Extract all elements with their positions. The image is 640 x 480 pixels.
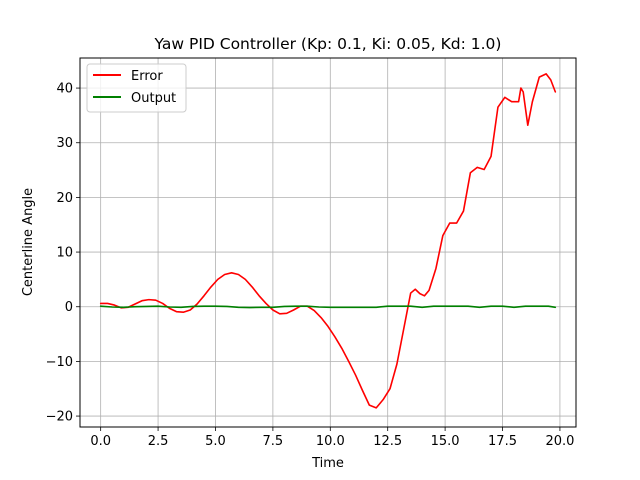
x-tick-label: 7.5 bbox=[263, 434, 284, 449]
y-tick-label: 40 bbox=[56, 82, 73, 97]
x-tick-label: 2.5 bbox=[148, 434, 169, 449]
legend-label-error: Error bbox=[131, 69, 163, 84]
y-tick-label: 0 bbox=[65, 300, 73, 315]
plot-area-frame bbox=[79, 57, 577, 428]
x-axis-label: Time bbox=[311, 456, 344, 471]
x-tick-label: 20.0 bbox=[545, 434, 574, 449]
y-tick-label: −20 bbox=[46, 410, 73, 425]
legend: Error Output bbox=[86, 63, 187, 113]
x-tick-label: 15.0 bbox=[431, 434, 460, 449]
series-line-output bbox=[99, 305, 557, 309]
legend-label-output: Output bbox=[131, 91, 176, 106]
y-tick-label: 10 bbox=[56, 246, 73, 261]
series-line-error bbox=[99, 73, 557, 409]
chart-title: Yaw PID Controller (Kp: 0.1, Ki: 0.05, K… bbox=[154, 35, 502, 53]
x-tick-label: 12.5 bbox=[373, 434, 402, 449]
x-tick-label: 17.5 bbox=[488, 434, 517, 449]
y-axis-label: Centerline Angle bbox=[21, 188, 36, 296]
y-tick-label: −10 bbox=[46, 355, 73, 370]
y-tick-label: 30 bbox=[56, 136, 73, 151]
y-tick-label: 20 bbox=[56, 191, 73, 206]
x-tick-label: 0.0 bbox=[90, 434, 111, 449]
axis-ticks: 0.0 2.5 5.0 7.5 10.0 12.5 15.0 17.5 20.0 −20 −10 0 1… bbox=[46, 82, 575, 449]
x-tick-label: 10.0 bbox=[316, 434, 345, 449]
plot-lines bbox=[99, 73, 557, 409]
x-tick-label: 5.0 bbox=[205, 434, 226, 449]
grid bbox=[80, 58, 576, 427]
